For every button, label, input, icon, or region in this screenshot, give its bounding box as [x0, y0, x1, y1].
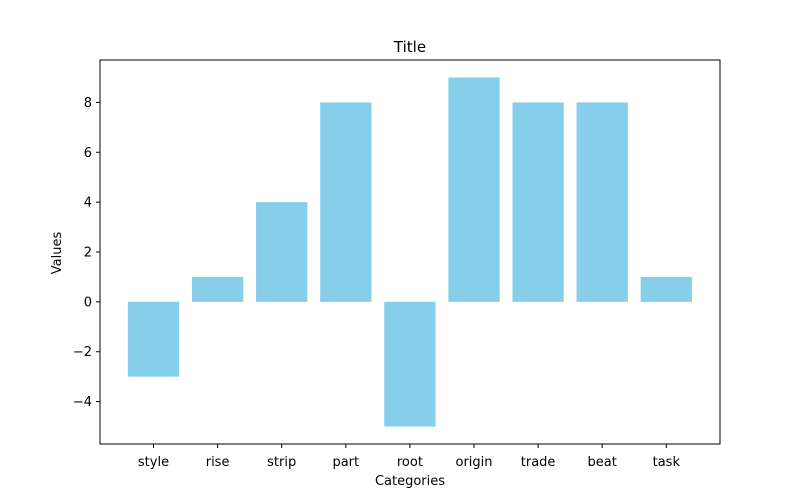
- x-tick-label: trade: [521, 455, 556, 470]
- y-axis-ticks: −4 −2 0 2 4 6 8: [73, 96, 100, 410]
- bar-beat: [576, 102, 628, 302]
- x-tick-label: task: [653, 455, 681, 470]
- y-tick-label: 4: [84, 196, 92, 211]
- y-tick-label: −4: [73, 395, 92, 410]
- y-tick-label: 0: [84, 295, 92, 310]
- x-axis-label: Categories: [375, 474, 445, 489]
- x-tick-label: root: [397, 455, 423, 470]
- x-tick-label: strip: [267, 455, 296, 470]
- chart-title: Title: [393, 38, 426, 56]
- bar-task: [640, 276, 692, 302]
- x-tick-label: part: [332, 455, 359, 470]
- y-tick-label: 8: [84, 96, 92, 111]
- bar-style: [127, 301, 180, 377]
- x-tick-label: rise: [206, 455, 230, 470]
- x-axis-ticks: style rise strip part root origin trade beat tas…: [138, 444, 681, 470]
- y-tick-label: 2: [84, 246, 92, 261]
- bar-part: [320, 102, 372, 302]
- x-tick-label: origin: [455, 455, 492, 470]
- bar-rise: [191, 276, 244, 302]
- y-tick-label: 6: [84, 146, 92, 161]
- bar-strip: [256, 202, 308, 302]
- x-tick-label: beat: [588, 455, 617, 470]
- y-tick-label: −2: [73, 345, 92, 360]
- bar-root: [384, 301, 436, 427]
- bar-trade: [512, 102, 564, 302]
- x-tick-label: style: [138, 455, 169, 470]
- plot-frame: [99, 59, 721, 445]
- bar-origin: [448, 77, 500, 302]
- y-axis-label: Values: [50, 232, 65, 275]
- bars-layer: [127, 77, 692, 427]
